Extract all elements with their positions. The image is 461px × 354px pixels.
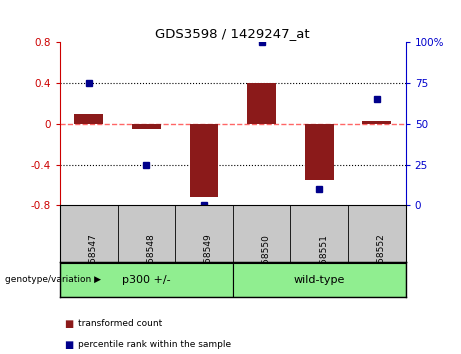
Text: GSM458549: GSM458549 xyxy=(204,234,213,289)
Text: p300 +/-: p300 +/- xyxy=(122,275,171,285)
Bar xyxy=(60,263,233,297)
Bar xyxy=(233,263,406,297)
Text: transformed count: transformed count xyxy=(78,319,163,327)
Text: GSM458550: GSM458550 xyxy=(262,234,271,289)
Text: ■: ■ xyxy=(65,319,74,329)
Text: GSM458552: GSM458552 xyxy=(377,234,386,289)
Text: GSM458548: GSM458548 xyxy=(146,234,155,289)
Bar xyxy=(247,83,276,124)
Bar xyxy=(132,124,161,129)
Text: wild-type: wild-type xyxy=(294,275,345,285)
Bar xyxy=(305,124,334,180)
Bar xyxy=(362,121,391,124)
Text: GSM458551: GSM458551 xyxy=(319,234,328,289)
Text: ■: ■ xyxy=(65,340,74,350)
Title: GDS3598 / 1429247_at: GDS3598 / 1429247_at xyxy=(155,27,310,40)
Text: genotype/variation ▶: genotype/variation ▶ xyxy=(5,275,100,284)
Text: percentile rank within the sample: percentile rank within the sample xyxy=(78,340,231,349)
Bar xyxy=(74,114,103,124)
Bar xyxy=(189,124,219,197)
Text: GSM458547: GSM458547 xyxy=(89,234,98,289)
